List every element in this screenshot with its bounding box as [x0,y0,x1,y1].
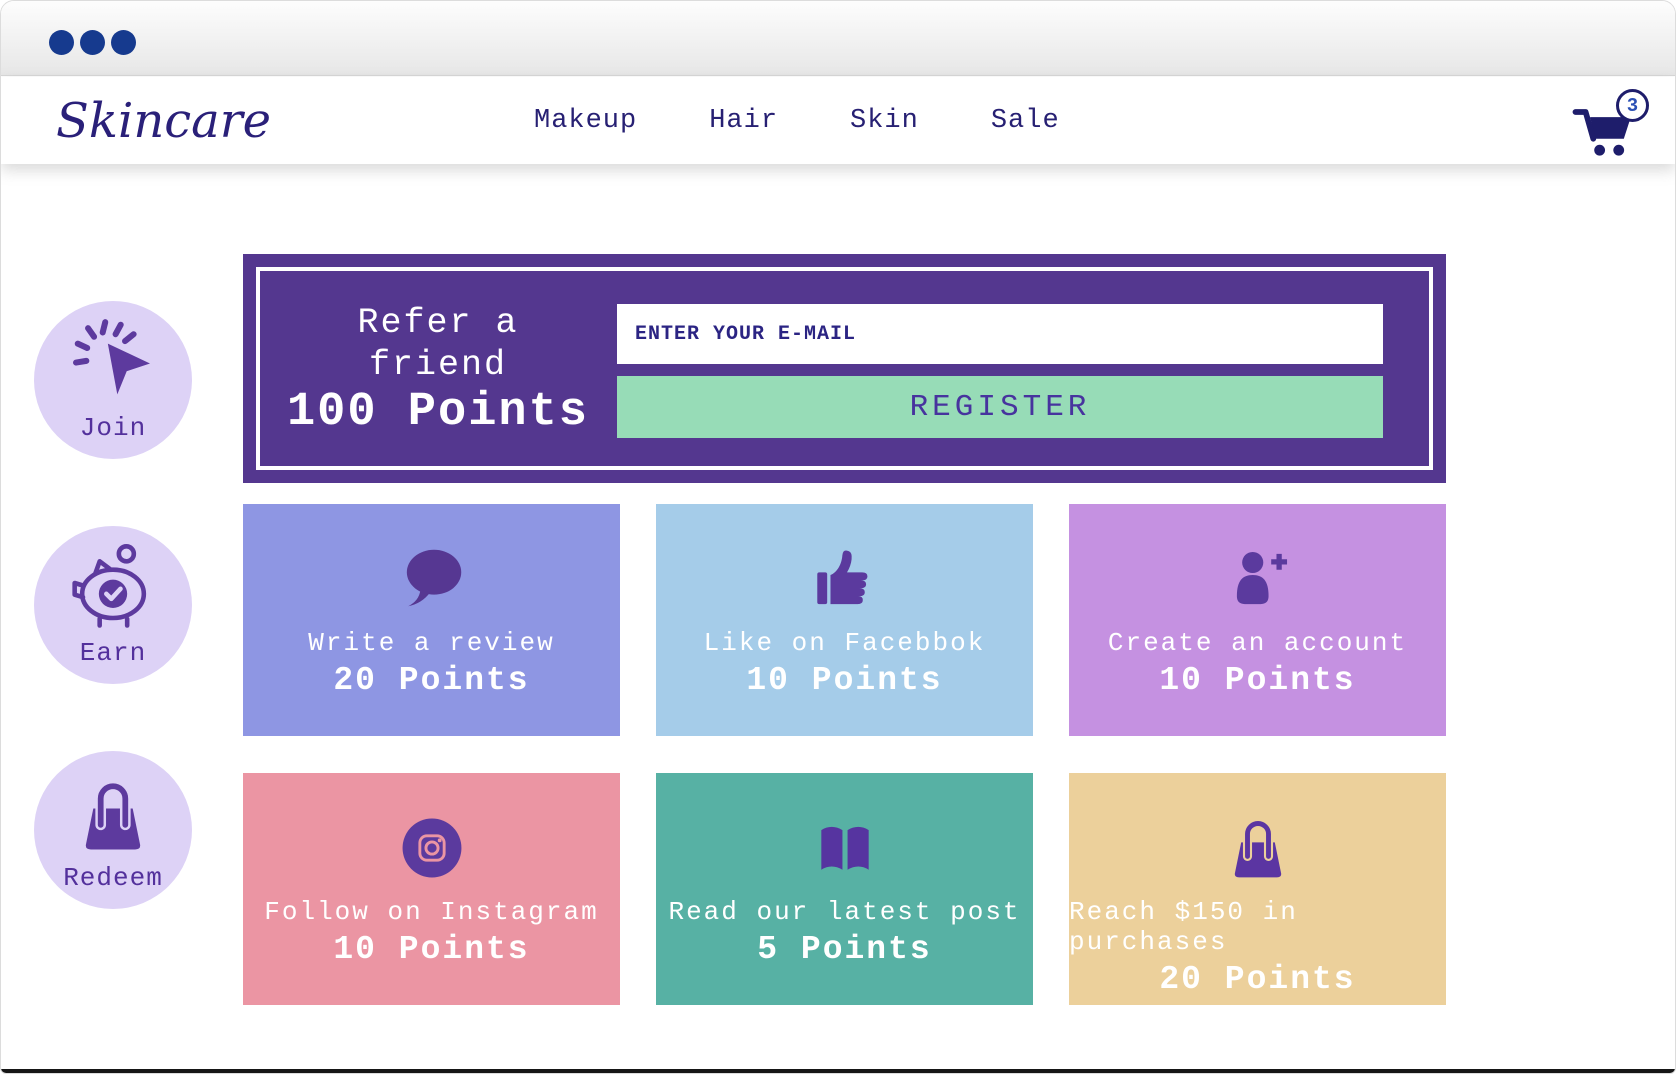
banner-title: Refer a friend [357,303,519,385]
site-header: Skincare Makeup Hair Skin Sale 3 [1,77,1675,164]
card-reach-purchases[interactable]: Reach $150 in purchases 20 Points [1069,773,1446,1005]
email-input[interactable] [617,304,1383,364]
banner-text: Refer a friend 100 Points [283,302,593,440]
browser-titlebar [1,1,1675,76]
window-control-dot [80,30,105,55]
sidebar-item-redeem[interactable]: Redeem [34,751,192,909]
card-read-post[interactable]: Read our latest post 5 Points [656,773,1033,1005]
register-button[interactable]: REGISTER [617,376,1383,438]
speech-bubble-icon [398,544,466,614]
window-bottom-edge [1,1069,1675,1073]
card-label: Create an account [1107,628,1408,658]
sidebar-item-join[interactable]: Join [34,301,192,459]
sidebar-item-label: Join [79,413,147,443]
refer-banner: Refer a friend 100 Points REGISTER [243,254,1446,483]
add-user-icon [1225,544,1291,614]
card-label: Like on Facebbok [703,628,986,658]
open-book-icon [813,813,877,883]
card-points: 20 Points [1159,961,1356,998]
cart-button[interactable]: 3 [1571,89,1649,163]
nav-item-makeup[interactable]: Makeup [534,105,638,136]
card-points: 10 Points [746,662,943,699]
shopping-bag-icon [72,773,154,857]
card-create-account[interactable]: Create an account 10 Points [1069,504,1446,736]
cart-count-badge: 3 [1616,89,1649,122]
instagram-icon [400,813,464,883]
piggy-bank-icon [63,538,163,638]
window-controls [49,30,136,55]
window-control-dot [49,30,74,55]
card-points: 5 Points [757,931,932,968]
card-points: 10 Points [1159,662,1356,699]
window-control-dot [111,30,136,55]
thumbs-up-icon [812,544,878,614]
main-nav: Makeup Hair Skin Sale [534,77,1060,164]
card-label: Write a review [308,628,555,658]
nav-item-sale[interactable]: Sale [990,105,1060,136]
nav-item-hair[interactable]: Hair [709,105,779,136]
shopping-bag-icon [1223,813,1293,883]
card-like-facebook[interactable]: Like on Facebbok 10 Points [656,504,1033,736]
card-write-review[interactable]: Write a review 20 Points [243,504,620,736]
cursor-click-icon [70,317,156,403]
card-follow-instagram[interactable]: Follow on Instagram 10 Points [243,773,620,1005]
card-points: 10 Points [333,931,530,968]
sidebar-item-label: Redeem [63,863,163,893]
nav-item-skin[interactable]: Skin [850,105,919,136]
sidebar-item-label: Earn [79,638,147,668]
card-label: Read our latest post [668,897,1021,927]
brand-logo[interactable]: Skincare [56,92,272,149]
card-label: Reach $150 in purchases [1069,897,1298,957]
card-points: 20 Points [333,662,530,699]
card-label: Follow on Instagram [264,897,599,927]
banner-points: 100 Points [286,386,590,439]
reward-cards-grid: Write a review 20 Points Like on Facebbo… [243,504,1446,1005]
sidebar-item-earn[interactable]: Earn [34,526,192,684]
